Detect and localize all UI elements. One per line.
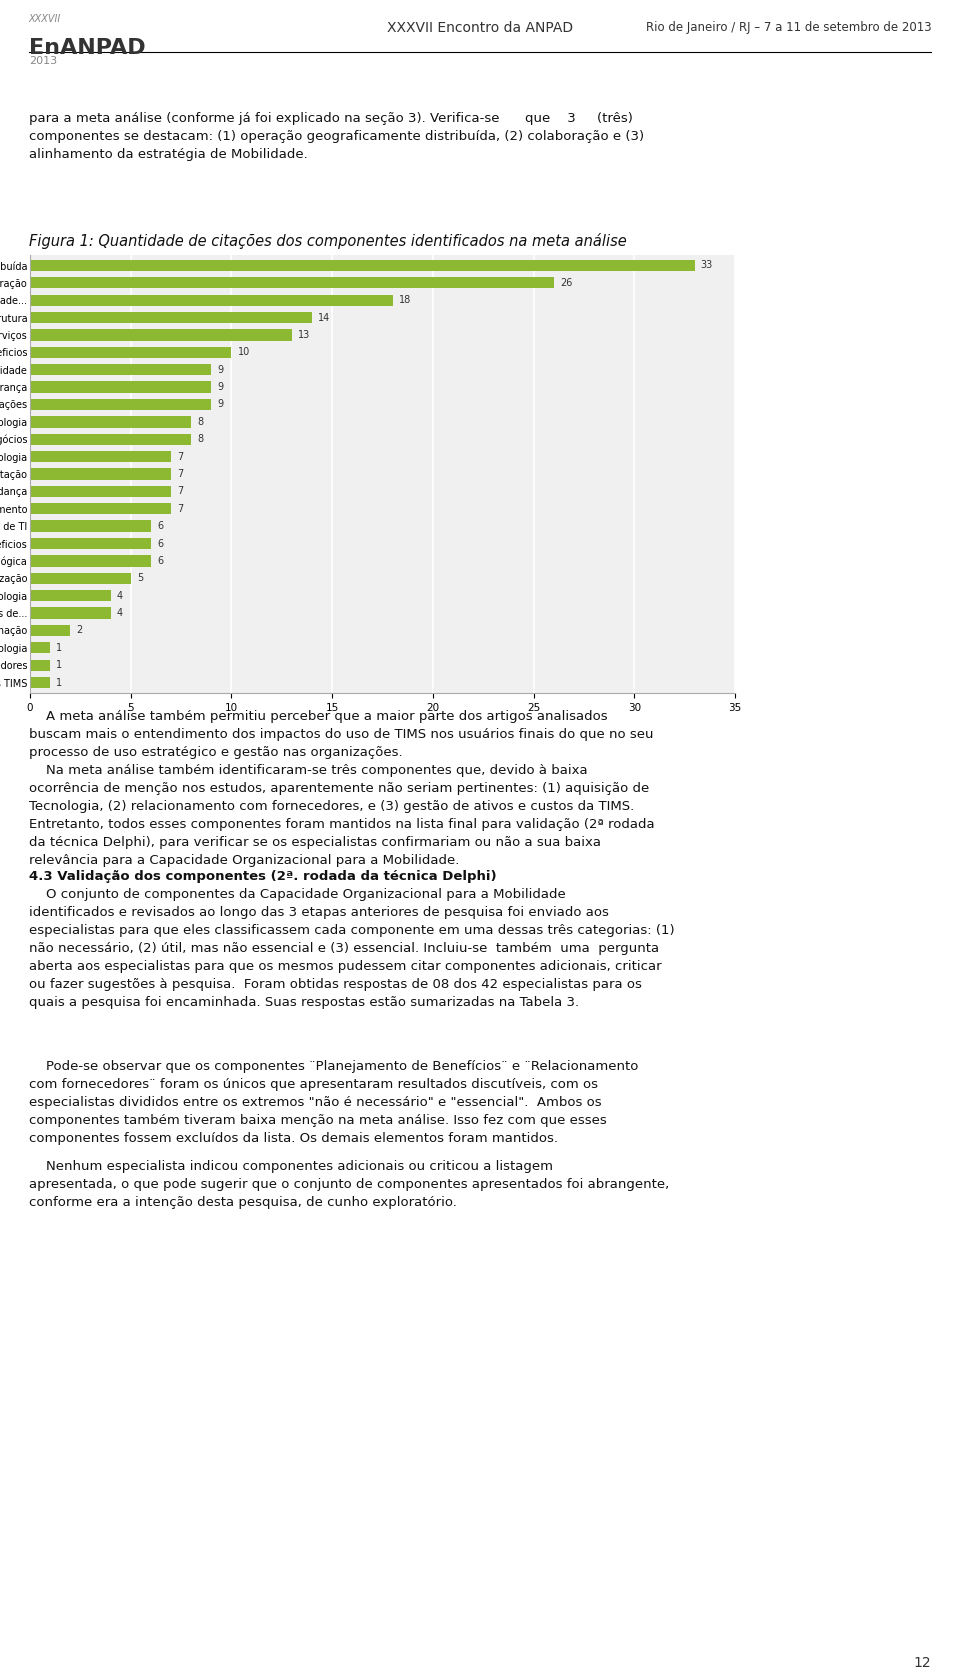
Text: 9: 9: [217, 399, 224, 409]
Bar: [30, 399, 211, 409]
Text: A meta análise também permitiu perceber que a maior parte dos artigos analisados: A meta análise também permitiu perceber …: [29, 710, 655, 868]
Text: XXXVII: XXXVII: [29, 13, 61, 23]
Text: Rio de Janeiro / RJ – 7 a 11 de setembro de 2013: Rio de Janeiro / RJ – 7 a 11 de setembro…: [645, 22, 931, 35]
Text: EnANPAD: EnANPAD: [29, 39, 145, 59]
Text: 26: 26: [560, 279, 572, 289]
Text: XXXVII Encontro da ANPAD: XXXVII Encontro da ANPAD: [387, 22, 573, 35]
Text: 33: 33: [701, 260, 713, 270]
Text: 8: 8: [197, 435, 204, 445]
Text: 9: 9: [217, 364, 224, 374]
Bar: [30, 591, 110, 601]
Text: Nenhum especialista indicou componentes adicionais ou criticou a listagem
aprese: Nenhum especialista indicou componentes …: [29, 1159, 669, 1210]
Bar: [30, 659, 50, 671]
Text: 5: 5: [136, 574, 143, 584]
Bar: [30, 295, 393, 305]
Text: 4: 4: [116, 591, 123, 601]
Bar: [30, 381, 211, 393]
Bar: [30, 433, 191, 445]
Bar: [30, 277, 554, 289]
Text: 7: 7: [177, 487, 183, 497]
Bar: [30, 485, 171, 497]
Bar: [30, 364, 211, 376]
Bar: [30, 347, 231, 357]
Text: 7: 7: [177, 468, 183, 478]
Text: 7: 7: [177, 451, 183, 461]
Bar: [30, 503, 171, 515]
Bar: [30, 329, 292, 341]
Bar: [30, 624, 70, 636]
Text: 7: 7: [177, 503, 183, 513]
Text: 1: 1: [57, 659, 62, 670]
Text: 6: 6: [156, 555, 163, 565]
Text: 6: 6: [156, 522, 163, 532]
Bar: [30, 312, 312, 324]
Text: para a meta análise (conforme já foi explicado na seção 3). Verifica-se      que: para a meta análise (conforme já foi exp…: [29, 112, 644, 161]
Text: 9: 9: [217, 383, 224, 393]
Bar: [30, 676, 50, 688]
Text: O conjunto de componentes da Capacidade Organizacional para a Mobilidade
identif: O conjunto de componentes da Capacidade …: [29, 888, 675, 1008]
Bar: [30, 539, 151, 549]
Bar: [30, 468, 171, 480]
Bar: [30, 416, 191, 428]
Text: 12: 12: [914, 1656, 931, 1670]
Text: 1: 1: [57, 643, 62, 653]
Text: 2: 2: [77, 626, 83, 636]
Bar: [30, 520, 151, 532]
Text: 18: 18: [398, 295, 411, 305]
Text: 2013: 2013: [29, 55, 57, 65]
Bar: [30, 607, 110, 619]
Text: Pode-se observar que os componentes ¨Planejamento de Benefícios¨ e ¨Relacionamen: Pode-se observar que os componentes ¨Pla…: [29, 1060, 638, 1144]
Text: 6: 6: [156, 539, 163, 549]
Text: 4.3 Validação dos componentes (2ª. rodada da técnica Delphi): 4.3 Validação dos componentes (2ª. rodad…: [29, 869, 496, 883]
Bar: [30, 643, 50, 653]
Text: 8: 8: [197, 416, 204, 426]
Text: 14: 14: [318, 312, 330, 322]
Text: 1: 1: [57, 678, 62, 688]
Bar: [30, 451, 171, 461]
Text: 10: 10: [237, 347, 250, 357]
Text: Figura 1: Quantidade de citações dos componentes identificados na meta análise: Figura 1: Quantidade de citações dos com…: [29, 233, 627, 248]
Bar: [30, 555, 151, 567]
Bar: [30, 572, 131, 584]
Text: 13: 13: [298, 331, 310, 341]
Bar: [30, 260, 695, 272]
Text: 4: 4: [116, 607, 123, 618]
